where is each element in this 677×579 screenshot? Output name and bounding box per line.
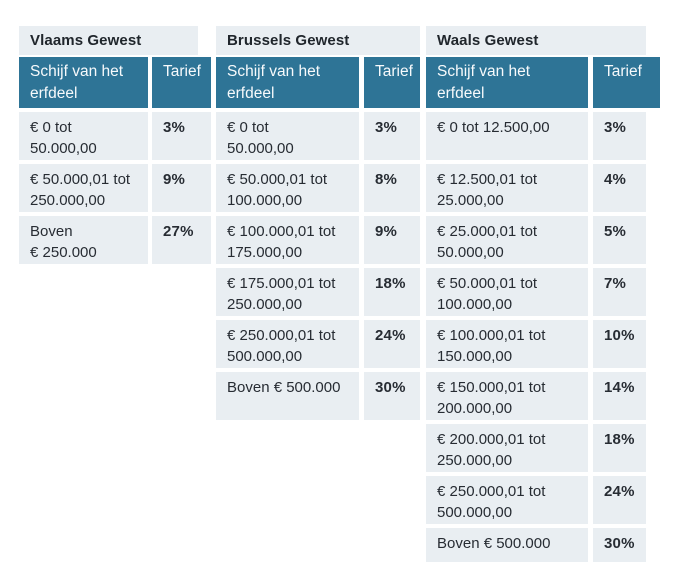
schijf-cell: € 150.000,01 tot 200.000,00 <box>426 372 588 420</box>
tarief-cell: 3% <box>152 112 211 160</box>
schijf-cell: € 250.000,01 tot 500.000,00 <box>426 476 588 524</box>
column-header-tarief-waals: Tarief <box>593 57 660 108</box>
tarief-cell: 9% <box>152 164 211 212</box>
table-title-waals-gewest: Waals Gewest <box>426 26 646 55</box>
schijf-cell: € 0 tot 50.000,00 <box>216 112 359 160</box>
column-header-schijf-brussels: Schijf van het erfdeel <box>216 57 359 108</box>
column-header-schijf-waals: Schijf van het erfdeel <box>426 57 588 108</box>
schijf-cell: € 0 tot 12.500,00 <box>426 112 588 160</box>
tarief-cell: 10% <box>593 320 646 368</box>
schijf-cell: € 25.000,01 tot 50.000,00 <box>426 216 588 264</box>
tarief-cell: 3% <box>593 112 646 160</box>
table-title-vlaams-gewest: Vlaams Gewest <box>19 26 198 55</box>
column-header-tarief-vlaams: Tarief <box>152 57 211 108</box>
tarief-cell: 24% <box>593 476 646 524</box>
schijf-cell: € 100.000,01 tot 150.000,00 <box>426 320 588 368</box>
schijf-cell: € 50.000,01 tot 100.000,00 <box>426 268 588 316</box>
tarief-cell: 8% <box>364 164 420 212</box>
tarief-cell: 7% <box>593 268 646 316</box>
tarief-cell: 4% <box>593 164 646 212</box>
schijf-cell: € 200.000,01 tot 250.000,00 <box>426 424 588 472</box>
tarief-cell: 9% <box>364 216 420 264</box>
schijf-cell: Boven € 250.000 <box>19 216 148 264</box>
schijf-cell: Boven € 500.000 <box>426 528 588 562</box>
schijf-cell: € 50.000,01 tot 100.000,00 <box>216 164 359 212</box>
tarief-cell: 27% <box>152 216 211 264</box>
schijf-cell: € 50.000,01 tot 250.000,00 <box>19 164 148 212</box>
tarief-cell: 3% <box>364 112 420 160</box>
tarief-cell: 5% <box>593 216 646 264</box>
tarief-cell: 24% <box>364 320 420 368</box>
table-title-brussels-gewest: Brussels Gewest <box>216 26 420 55</box>
column-header-schijf-vlaams: Schijf van het erfdeel <box>19 57 148 108</box>
tarief-cell: 18% <box>364 268 420 316</box>
tarief-cell: 18% <box>593 424 646 472</box>
tarief-cell: 14% <box>593 372 646 420</box>
schijf-cell: € 250.000,01 tot 500.000,00 <box>216 320 359 368</box>
column-header-tarief-brussels: Tarief <box>364 57 420 108</box>
inheritance-tax-tables: Vlaams Gewest Brussels Gewest Waals Gewe… <box>19 26 660 562</box>
schijf-cell: Boven € 500.000 <box>216 372 359 420</box>
schijf-cell: € 0 tot 50.000,00 <box>19 112 148 160</box>
tarief-cell: 30% <box>593 528 646 562</box>
schijf-cell: € 100.000,01 tot 175.000,00 <box>216 216 359 264</box>
tarief-cell: 30% <box>364 372 420 420</box>
schijf-cell: € 12.500,01 tot 25.000,00 <box>426 164 588 212</box>
schijf-cell: € 175.000,01 tot 250.000,00 <box>216 268 359 316</box>
